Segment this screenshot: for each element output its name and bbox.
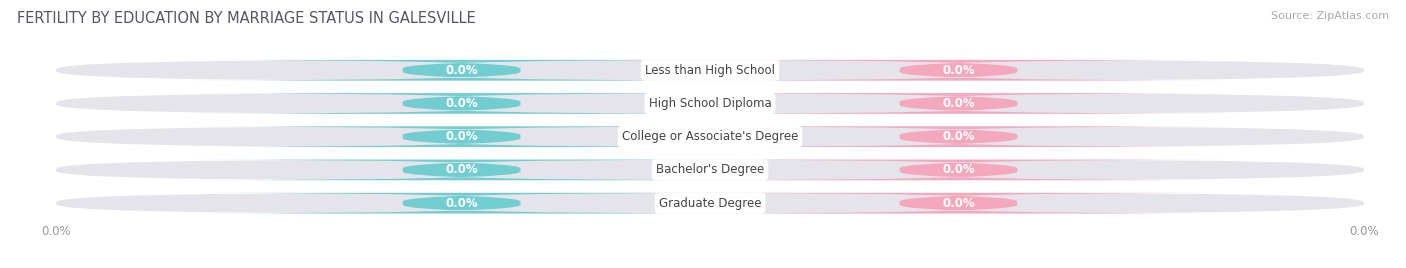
- FancyBboxPatch shape: [180, 193, 744, 213]
- Text: Graduate Degree: Graduate Degree: [659, 197, 761, 210]
- Text: 0.0%: 0.0%: [446, 163, 478, 176]
- FancyBboxPatch shape: [56, 126, 1364, 147]
- FancyBboxPatch shape: [676, 60, 1240, 80]
- Text: Less than High School: Less than High School: [645, 64, 775, 77]
- FancyBboxPatch shape: [180, 60, 744, 80]
- Text: 0.0%: 0.0%: [446, 97, 478, 110]
- FancyBboxPatch shape: [676, 126, 1240, 147]
- FancyBboxPatch shape: [56, 193, 1364, 213]
- FancyBboxPatch shape: [56, 60, 1364, 80]
- FancyBboxPatch shape: [676, 93, 1240, 114]
- FancyBboxPatch shape: [56, 160, 1364, 180]
- Text: FERTILITY BY EDUCATION BY MARRIAGE STATUS IN GALESVILLE: FERTILITY BY EDUCATION BY MARRIAGE STATU…: [17, 11, 475, 26]
- Text: Bachelor's Degree: Bachelor's Degree: [657, 163, 763, 176]
- Text: 0.0%: 0.0%: [942, 163, 974, 176]
- Text: High School Diploma: High School Diploma: [648, 97, 772, 110]
- Text: 0.0%: 0.0%: [942, 197, 974, 210]
- Text: 0.0%: 0.0%: [942, 97, 974, 110]
- FancyBboxPatch shape: [56, 93, 1364, 114]
- FancyBboxPatch shape: [676, 193, 1240, 213]
- Text: College or Associate's Degree: College or Associate's Degree: [621, 130, 799, 143]
- FancyBboxPatch shape: [180, 126, 744, 147]
- Text: 0.0%: 0.0%: [446, 130, 478, 143]
- Text: Source: ZipAtlas.com: Source: ZipAtlas.com: [1271, 11, 1389, 21]
- Text: 0.0%: 0.0%: [446, 64, 478, 77]
- Text: 0.0%: 0.0%: [942, 130, 974, 143]
- Text: 0.0%: 0.0%: [446, 197, 478, 210]
- FancyBboxPatch shape: [676, 160, 1240, 180]
- Text: 0.0%: 0.0%: [942, 64, 974, 77]
- FancyBboxPatch shape: [180, 93, 744, 114]
- FancyBboxPatch shape: [180, 160, 744, 180]
